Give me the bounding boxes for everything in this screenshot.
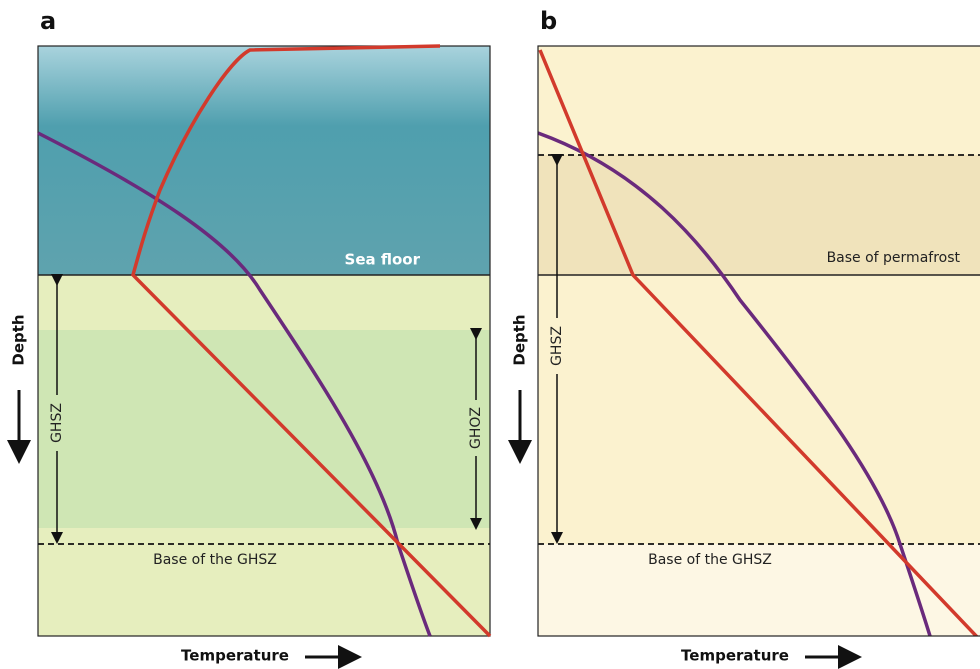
temperature-curve (131, 44, 492, 638)
label-bg (47, 395, 67, 451)
ghsz-label: GHSZ (49, 403, 65, 443)
panel-label: a (40, 7, 56, 35)
depth-label: Depth (10, 314, 28, 365)
sea-background (38, 46, 490, 275)
ghoz-band (38, 330, 490, 528)
base-label: Base of the GHSZ (153, 552, 277, 568)
ghsz-label: GHSZ (549, 326, 565, 366)
stability-curve (538, 131, 932, 636)
temperature-label: Temperature (181, 647, 289, 665)
base-label: Base of the GHSZ (648, 552, 772, 568)
sea-floor-label: Sea floor (345, 251, 421, 269)
panel-a: a Sea floor Base of the GHSZ GHSZ GHOZ D… (7, 7, 492, 669)
panel-label: b (540, 7, 557, 35)
stability-curve (37, 131, 432, 637)
temperature-curve (538, 49, 979, 636)
panel-b: b Base of permafrost Base of the GHSZ GH… (508, 7, 980, 669)
background (538, 46, 980, 636)
depth-label: Depth (511, 314, 529, 365)
panel-frame (37, 45, 491, 637)
temperature-label: Temperature (681, 647, 789, 665)
ghoz-label: GHOZ (468, 407, 484, 449)
label-bg (466, 400, 486, 456)
label-bg (547, 318, 567, 374)
panel-frame (537, 45, 980, 637)
permafrost-band (538, 155, 980, 275)
permafrost-label: Base of permafrost (827, 250, 961, 266)
